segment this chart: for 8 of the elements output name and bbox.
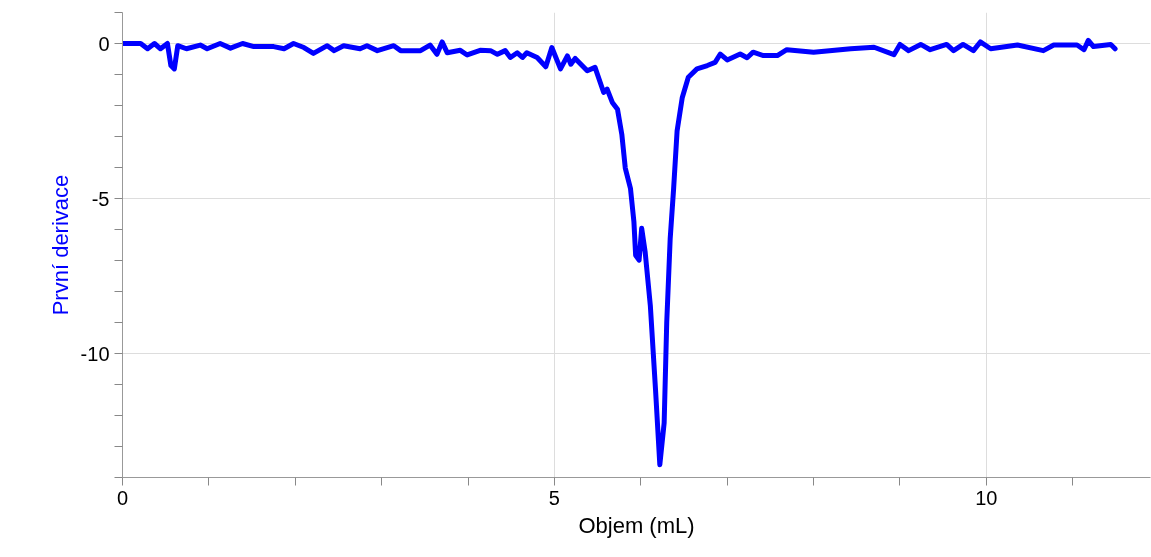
x-axis-title: Objem (mL) [578,512,695,538]
y-tick-label: -10 [80,342,110,365]
x-tick-label: 0 [116,486,129,509]
x-tick-label: 5 [548,486,560,509]
x-tick-label: 10 [975,486,998,509]
y-tick-label: -5 [91,187,110,210]
y-tick-label: 0 [98,32,110,55]
y-axis-title: První derivace [47,174,73,316]
